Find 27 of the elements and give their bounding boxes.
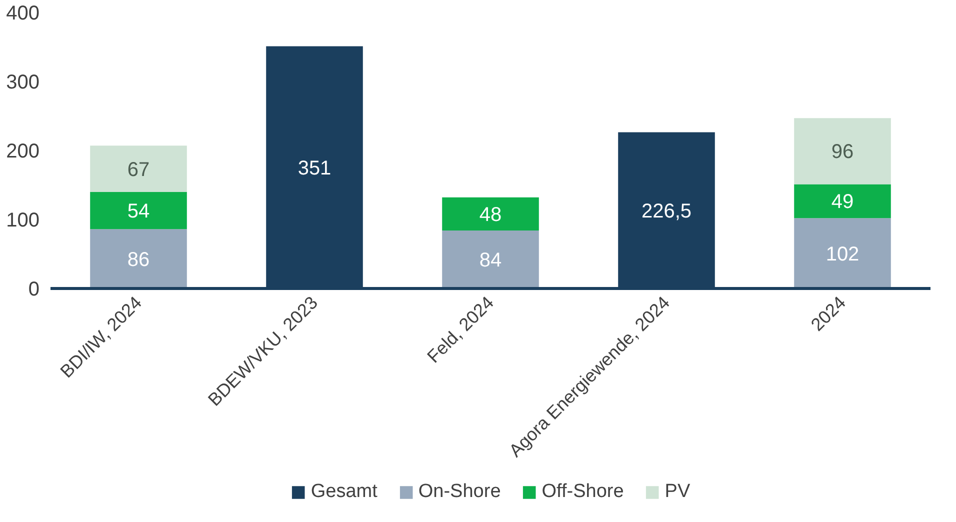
data-label: 54 (127, 200, 150, 223)
y-tick-label: 200 (6, 140, 40, 162)
y-tick-label: 0 (28, 278, 40, 300)
legend-label: PV (664, 481, 690, 503)
data-label: 226,5 (641, 200, 692, 222)
data-label: 67 (127, 158, 150, 181)
data-label: 48 (479, 204, 502, 226)
bar (442, 230, 539, 288)
data-label: 96 (831, 141, 854, 164)
legend-label: On-Shore (418, 481, 501, 503)
data-label: 84 (479, 250, 502, 272)
data-label: 351 (298, 157, 332, 180)
data-label: 86 (127, 248, 150, 271)
legend-label: Gesamt (310, 481, 378, 503)
data-label: 49 (831, 191, 854, 214)
data-label: 102 (826, 243, 860, 266)
y-tick-label: 400 (6, 2, 40, 24)
bar (794, 218, 891, 288)
bar (794, 118, 891, 184)
bar (90, 192, 187, 230)
bar (90, 229, 187, 288)
bar (90, 146, 187, 192)
legend-label: Off-Shore (542, 481, 624, 503)
bar (794, 184, 891, 218)
y-tick-label: 100 (6, 210, 40, 232)
bar (442, 197, 539, 231)
y-tick-label: 300 (6, 72, 40, 94)
